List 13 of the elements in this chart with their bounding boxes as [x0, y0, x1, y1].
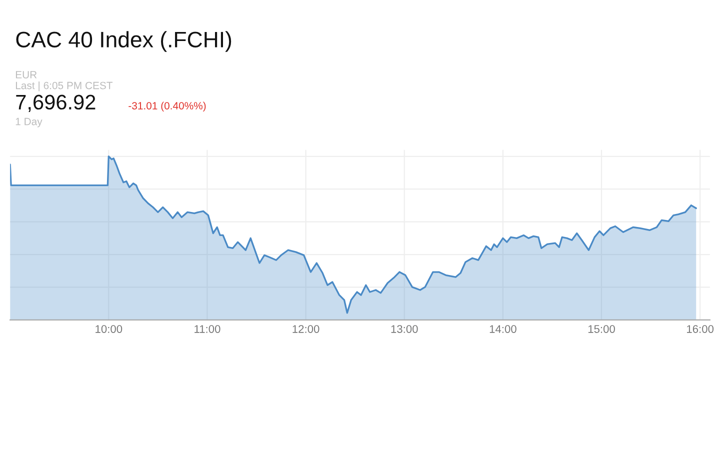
- x-tick-label: 13:00: [391, 325, 418, 333]
- text: 1 Day: [16, 118, 42, 128]
- x-tick-label: 12:00: [292, 325, 320, 333]
- x-tick-label: 14:00: [490, 325, 516, 333]
- x-tick-label: 10:00: [96, 325, 122, 333]
- x-tick-label: 11:00: [194, 325, 220, 333]
- chart-title: CAC 40 Index (.FCHI): [16, 31, 232, 52]
- x-tick-label: 15:00: [588, 325, 615, 333]
- x-tick-label: 16:00: [687, 325, 714, 333]
- text: EUR: [16, 71, 37, 78]
- text: -31.01 (0.40%%): [128, 102, 206, 112]
- text: 7,696.92: [16, 94, 96, 112]
- text: Last | 6:05 PM CEST: [16, 82, 113, 92]
